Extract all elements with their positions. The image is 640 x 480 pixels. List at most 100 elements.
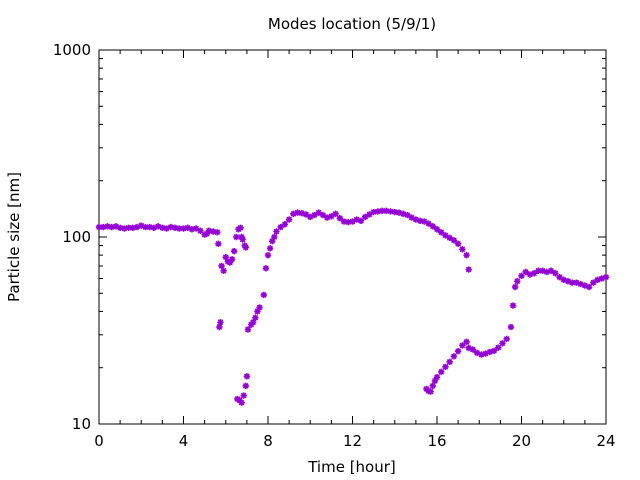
data-point [400,210,407,218]
data-point [311,211,318,219]
data-point [302,211,310,218]
data-point [473,349,481,357]
data-point [454,348,462,355]
data-point [228,256,236,263]
data-point [242,382,250,390]
data-point [495,344,502,351]
data-point [442,232,449,239]
data-point [556,273,563,281]
data-point [438,229,445,236]
x-tick-label: 20 [512,432,531,450]
data-point [192,225,200,232]
data-point [231,247,238,255]
data-point [511,283,519,291]
x-axis-label: Time [hour] [307,458,396,476]
data-point [408,214,415,221]
data-point [266,245,274,252]
axis-tick-labels: 0 4 8 12 16 20 24 10 100 1000 [53,41,616,450]
data-point [218,262,225,270]
data-point [340,218,348,225]
data-point [573,279,580,286]
data-point [416,217,424,225]
data-point [560,276,567,284]
data-point [319,211,327,219]
data-point [509,302,517,309]
data-point [217,319,224,326]
data-point [366,211,373,218]
data-point [163,225,170,232]
data-point [184,224,191,231]
data-point [133,223,141,231]
data-point [522,268,529,276]
x-tick-label: 24 [596,432,615,450]
data-point [463,251,470,259]
data-point [429,223,436,230]
data-point [104,223,111,230]
data-point [252,314,259,321]
data-point [216,323,223,331]
data-point [290,210,297,218]
data-point [256,304,263,311]
data-point [203,230,210,238]
data-point [142,223,149,231]
data-point [535,267,542,274]
data-point [404,211,411,219]
x-tick-label: 16 [427,432,446,450]
data-point [328,213,335,220]
data-point [412,216,420,223]
data-point [345,218,352,226]
data-point [269,237,276,245]
data-point [220,267,227,274]
data-point [100,223,107,231]
data-point [188,226,196,233]
data-point [530,270,538,277]
data-point [463,338,470,346]
data-point [171,224,179,231]
data-point [518,272,525,280]
data-point [387,208,394,215]
data-point [271,233,278,241]
data-point [239,236,246,243]
data-point [429,382,436,390]
data-point [294,209,301,216]
data-point [552,270,559,277]
data-point [323,214,331,221]
data-point [585,283,593,291]
data-point [454,240,462,247]
data-point [116,224,124,231]
data-point [240,392,247,399]
data-point [490,347,498,355]
data-point [433,373,441,381]
data-point [129,224,136,231]
data-point [425,220,432,227]
data-point [507,323,515,331]
data-point [205,227,213,234]
data-point [332,210,339,218]
data-point [581,282,589,289]
data-point [254,308,261,315]
data-point [281,221,289,228]
plot-frame [98,49,607,425]
data-point [244,326,252,333]
x-tick-label: 4 [179,432,189,450]
data-point [590,279,597,286]
data-point [594,276,601,284]
data-point [154,223,162,230]
data-point [602,273,610,281]
data-point [167,223,175,231]
data-point [159,224,166,231]
data-point [486,348,494,356]
data-point [349,218,356,225]
data-point [514,278,521,285]
data-point [95,223,103,231]
data-point [243,373,251,380]
data-point [237,224,244,231]
data-point [112,223,120,230]
data-point [315,209,322,216]
data-point [438,368,445,376]
data-point [146,223,153,231]
data-point [277,223,284,231]
data-point [478,351,485,358]
data-point [121,225,128,232]
